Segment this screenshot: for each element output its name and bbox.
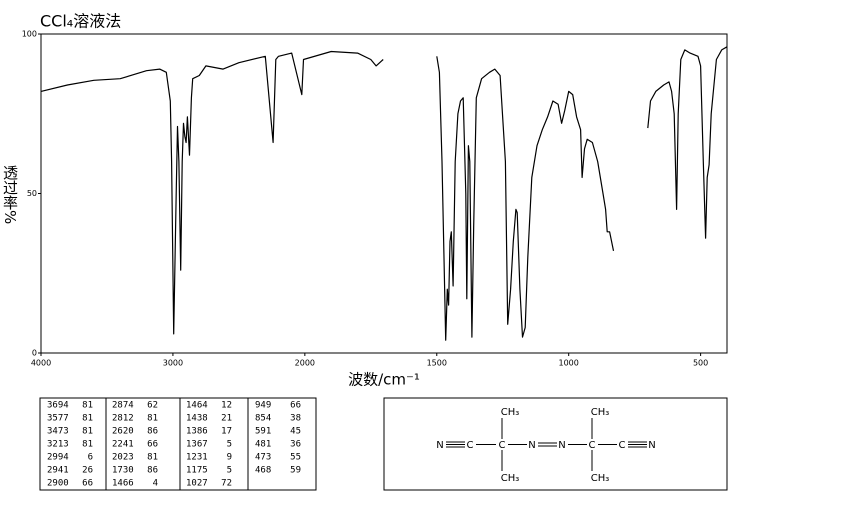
peak-transmittance: 81	[82, 401, 93, 411]
peak-table-frame	[39, 397, 317, 491]
peak-transmittance: 21	[221, 414, 232, 424]
peak-wavenumber: 1438	[186, 414, 208, 424]
peak-wavenumber: 2941	[47, 466, 69, 476]
peak-transmittance: 81	[147, 414, 158, 424]
peak-transmittance: 6	[88, 453, 93, 463]
peak-wavenumber: 1464	[186, 401, 208, 411]
spectrum-line	[40, 46, 728, 341]
peak-wavenumber: 3213	[47, 440, 69, 450]
x-tick-label: 3000	[163, 359, 183, 368]
x-tick-label: 4000	[31, 359, 51, 368]
substituent-label: CH₃	[501, 407, 520, 418]
peak-wavenumber: 3577	[47, 414, 69, 424]
peak-transmittance: 66	[147, 440, 158, 450]
peak-wavenumber: 2241	[112, 440, 134, 450]
peak-transmittance: 5	[227, 466, 232, 476]
peak-wavenumber: 1231	[186, 453, 208, 463]
peak-wavenumber: 2994	[47, 453, 69, 463]
peak-wavenumber: 2023	[112, 453, 134, 463]
peak-wavenumber: 468	[255, 466, 271, 476]
bonds	[446, 418, 647, 471]
peak-wavenumber: 3473	[47, 427, 69, 437]
peak-transmittance: 86	[147, 427, 158, 437]
atom-label: C	[619, 440, 626, 451]
peak-transmittance: 9	[227, 453, 232, 463]
peak-transmittance: 81	[82, 440, 93, 450]
peak-wavenumber: 1730	[112, 466, 134, 476]
peak-transmittance: 38	[290, 414, 301, 424]
peak-transmittance: 81	[82, 414, 93, 424]
peak-wavenumber: 854	[255, 414, 271, 424]
atom-label: N	[436, 440, 443, 451]
plot-frame	[40, 33, 728, 354]
peak-transmittance: 55	[290, 453, 301, 463]
peak-wavenumber: 591	[255, 427, 271, 437]
substituent-label: CH₃	[591, 473, 610, 484]
peak-transmittance: 36	[290, 440, 301, 450]
peak-wavenumber: 1367	[186, 440, 208, 450]
peak-transmittance: 81	[82, 427, 93, 437]
peak-wavenumber: 1466	[112, 479, 134, 489]
peak-transmittance: 59	[290, 466, 301, 476]
y-axis-label: 透过率%	[1, 165, 19, 225]
y-tick-label: 50	[27, 189, 37, 198]
peak-transmittance: 12	[221, 401, 232, 411]
peak-transmittance: 62	[147, 401, 158, 411]
peak-transmittance: 26	[82, 466, 93, 476]
structure-frame	[383, 397, 728, 491]
atom-label: N	[558, 440, 565, 451]
y-tick-label: 100	[22, 30, 37, 39]
peak-wavenumber: 2900	[47, 479, 69, 489]
atom-label: C	[589, 440, 596, 451]
substituent-label: CH₃	[501, 473, 520, 484]
peak-wavenumber: 1386	[186, 427, 208, 437]
atom-label: N	[648, 440, 655, 451]
peak-transmittance: 81	[147, 453, 158, 463]
y-tick-label: 0	[32, 349, 37, 358]
chart-title: CCl₄溶液法	[40, 12, 121, 31]
peak-transmittance: 4	[153, 479, 158, 489]
x-tick-label: 2000	[295, 359, 315, 368]
atom-label: C	[499, 440, 506, 451]
peak-transmittance: 66	[290, 401, 301, 411]
peak-wavenumber: 2874	[112, 401, 134, 411]
peak-wavenumber: 2620	[112, 427, 134, 437]
peak-wavenumber: 2812	[112, 414, 134, 424]
peak-wavenumber: 1175	[186, 466, 208, 476]
peak-wavenumber: 3694	[47, 401, 69, 411]
peak-wavenumber: 481	[255, 440, 271, 450]
peak-wavenumber: 1027	[186, 479, 208, 489]
x-tick-label: 1500	[427, 359, 447, 368]
substituent-label: CH₃	[591, 407, 610, 418]
peak-transmittance: 86	[147, 466, 158, 476]
x-tick-label: 500	[693, 359, 708, 368]
peak-transmittance: 66	[82, 479, 93, 489]
peak-transmittance: 72	[221, 479, 232, 489]
peak-transmittance: 5	[227, 440, 232, 450]
peak-wavenumber: 949	[255, 401, 271, 411]
x-axis-label: 波数/cm⁻¹	[348, 371, 420, 389]
peak-wavenumber: 473	[255, 453, 271, 463]
x-tick-label: 1000	[559, 359, 579, 368]
peak-transmittance: 45	[290, 427, 301, 437]
atom-label: N	[528, 440, 535, 451]
atom-label: C	[467, 440, 474, 451]
peak-transmittance: 17	[221, 427, 232, 437]
